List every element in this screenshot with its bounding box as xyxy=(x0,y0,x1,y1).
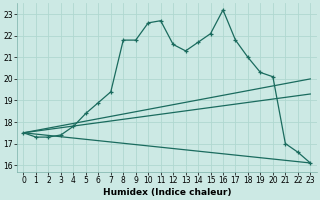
X-axis label: Humidex (Indice chaleur): Humidex (Indice chaleur) xyxy=(103,188,231,197)
